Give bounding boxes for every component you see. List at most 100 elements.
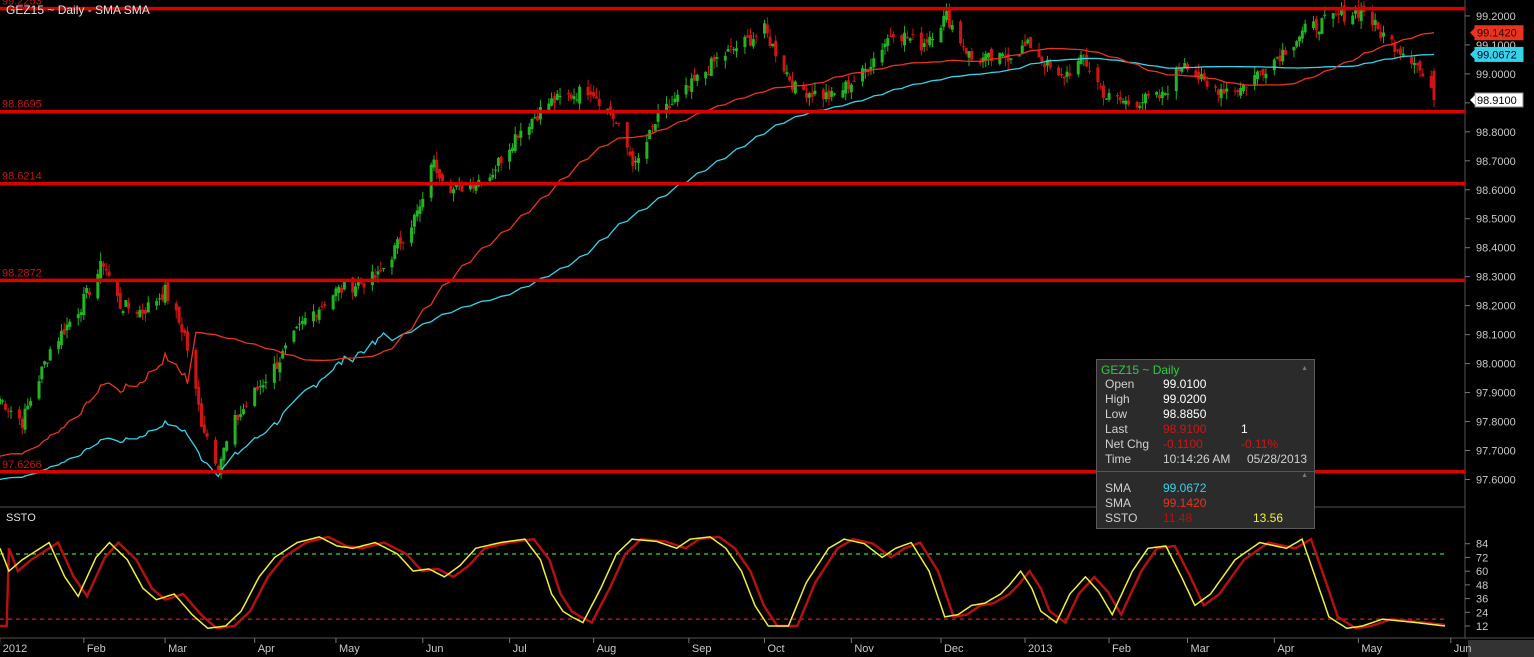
candle [197,379,201,412]
candle [1020,39,1024,55]
netchg-pct: -0.11% [1241,437,1279,451]
candle [597,90,601,112]
candle [398,230,402,251]
netchg-value: -0.1100 [1163,437,1203,451]
candle [575,92,579,103]
candle [1141,93,1145,111]
candle [278,357,282,381]
candle [751,32,755,49]
candle [323,301,327,309]
candle [334,286,338,302]
collapse-up-icon-2[interactable]: ▲ [1301,472,1308,479]
candle [233,409,237,448]
candle [107,264,111,277]
candle [785,64,789,77]
candle [1421,68,1425,77]
candle [43,360,47,368]
candle [807,91,811,106]
stoch-tick-label: 24 [1476,607,1488,619]
candle [87,287,91,299]
candles [0,0,1436,479]
candle [625,121,629,156]
candle [550,92,554,107]
candle [964,48,968,56]
candle [79,308,83,322]
candle [1412,56,1416,74]
candle [85,284,89,299]
candle [138,305,142,318]
candle [558,87,562,105]
candle [676,89,680,107]
candle [900,33,904,48]
candle [1239,82,1243,99]
candle [1373,13,1377,32]
candle [1317,31,1321,41]
candle [40,365,44,384]
candle [264,374,268,390]
candle [813,82,817,97]
candle [68,319,72,331]
candle [1163,91,1167,96]
level-lines: 99.2253 98.8695 98.6214 98.2872 97.6266 [0,0,1465,474]
candle [0,395,2,406]
candle [782,54,786,75]
x-tick-label: Feb [1112,643,1131,655]
candle [155,298,159,311]
stoch-tick-label: 84 [1476,539,1488,551]
collapse-up-icon[interactable]: ▲ [1301,365,1308,372]
candle [891,31,895,43]
candle [1312,15,1316,31]
level-label: 98.2872 [2,267,42,279]
candle [9,406,13,419]
candle [555,89,559,101]
candle [115,279,119,303]
candle [774,35,778,63]
candle [1062,76,1066,86]
candle [1278,48,1282,67]
candle [141,303,145,320]
last-value: 98.9100 [1163,422,1207,436]
candle [1225,81,1229,100]
candle [432,155,436,172]
candle [104,262,108,277]
candle [1275,56,1279,60]
candle [732,47,736,55]
candle [396,236,400,254]
candle [1143,92,1147,112]
candle [886,34,890,52]
candle [314,313,318,322]
candle [922,38,926,52]
candle [435,151,439,180]
x-tick-label: Feb [87,643,106,655]
stochastic-title: SSTO [6,512,36,524]
x-tick-label: May [1361,643,1382,655]
candle [889,27,893,38]
x-tick-label: Aug [597,643,617,655]
candle [1418,59,1422,78]
x-tick-label: Sep [692,643,712,655]
candle [1213,84,1217,93]
candle [513,126,517,154]
candle [578,84,582,112]
candle [631,148,635,173]
candle [566,89,570,101]
candle [96,269,100,301]
candle [1157,89,1161,102]
candle [653,123,657,132]
candle [1410,50,1414,69]
date-value: 05/28/2013 [1247,452,1308,466]
time-value: 10:14:26 AM [1163,452,1231,466]
candle [1356,0,1360,22]
x-tick-label: Jun [1454,643,1472,655]
candle [253,387,257,408]
level-label: 99.2253 [2,0,42,8]
y-tick-label: 98.8000 [1476,127,1516,139]
candle [656,104,660,128]
candle [452,186,456,202]
candle [704,71,708,86]
candle [1396,49,1400,54]
candle [712,54,716,69]
candle [1166,85,1170,100]
candle [634,156,638,170]
